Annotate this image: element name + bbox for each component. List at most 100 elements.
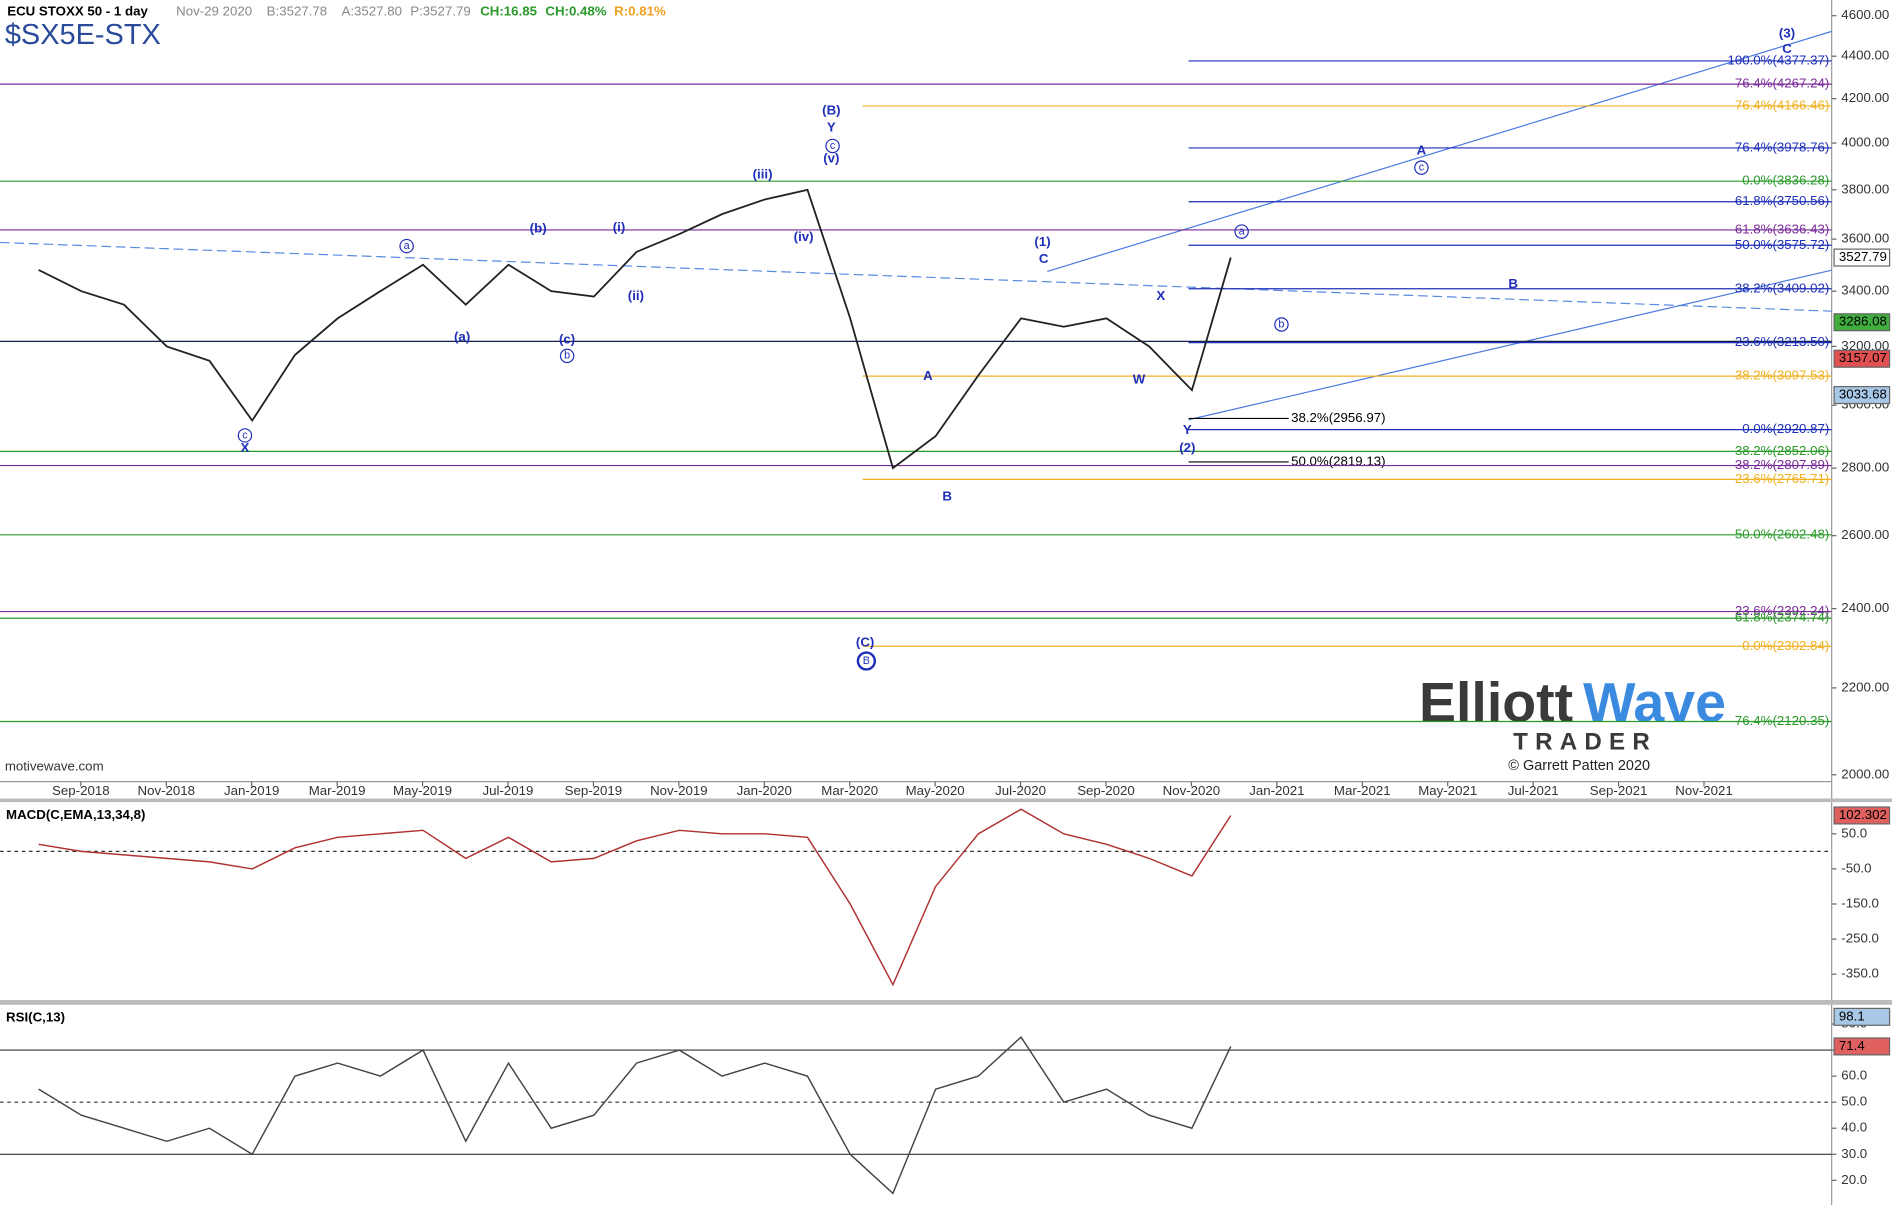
wave-label: a [1239, 225, 1246, 237]
trend-line [1188, 269, 1832, 421]
x-tick-label: Sep-2018 [52, 783, 110, 798]
y-tick-label: -350.0 [1841, 966, 1879, 981]
fib-label: 61.8%(2374.74) [1735, 610, 1829, 625]
wave-label: c [242, 429, 248, 441]
x-tick-label: Mar-2020 [821, 783, 878, 798]
y-tick-label: 50.0 [1841, 825, 1867, 840]
wave-circle [856, 651, 877, 671]
x-tick-label: Sep-2019 [565, 783, 623, 798]
header-price: P:3527.79 [410, 4, 471, 19]
wave-label: Y [827, 119, 836, 134]
y-tick-label: 4200.00 [1841, 90, 1889, 105]
y-tick-label: 4400.00 [1841, 48, 1889, 63]
copyright: © Garrett Patten 2020 [1508, 758, 1650, 774]
value-box [1833, 806, 1891, 825]
fib-label: 38.2%(2852.06) [1735, 443, 1829, 458]
header-ask: A:3527.80 [341, 4, 402, 19]
wave-label: (2) [1179, 440, 1195, 455]
fib-label: 0.0%(2920.87) [1742, 421, 1829, 436]
wave-label: W [1133, 371, 1146, 386]
y-tick-label: -150.0 [1841, 895, 1879, 910]
wave-label: B [863, 655, 870, 667]
x-tick-label: Jul-2019 [483, 783, 534, 798]
value-box [1833, 1007, 1891, 1026]
fib-label: 38.2%(3409.02) [1735, 280, 1829, 295]
fib-label: 100.0%(4377.37) [1727, 52, 1829, 67]
fib-label: 23.6%(2392.24) [1735, 603, 1829, 618]
x-tick-label: Sep-2021 [1590, 783, 1648, 798]
x-tick-label: Jul-2021 [1508, 783, 1559, 798]
value-box-label: 102.302 [1839, 807, 1887, 822]
wave-label: (iii) [753, 166, 773, 181]
price-line [38, 188, 1232, 470]
header-change: CH:16.85 [480, 4, 537, 19]
fib-label: 50.0%(2602.48) [1735, 526, 1829, 541]
logo-elliott: Elliott [1419, 671, 1573, 733]
fib-label: 76.4%(3978.76) [1735, 139, 1829, 154]
wave-label: (iv) [794, 229, 814, 244]
symbol: $SX5E-STX [5, 19, 161, 51]
fib-label: 23.6%(2765.71) [1735, 471, 1829, 486]
rsi-title: RSI(C,13) [6, 1010, 65, 1025]
wave-label: c [830, 140, 836, 152]
wave-circle [825, 138, 840, 154]
wave-label: b [1278, 318, 1284, 330]
rsi-line [38, 1035, 1232, 1195]
value-box-label: 98.1 [1839, 1008, 1865, 1023]
header-change-pct: CH:0.48% [545, 4, 606, 19]
y-tick-label: -250.0 [1841, 931, 1879, 946]
wave-circle [1234, 224, 1249, 239]
price-box-label: 3033.68 [1839, 387, 1887, 402]
panel-separator [0, 798, 1892, 803]
wave-label: (a) [454, 329, 470, 344]
y-tick-label: 4000.00 [1841, 135, 1889, 150]
wave-circle [1414, 160, 1429, 175]
y-tick-label: 50.0 [1841, 1094, 1867, 1109]
wave-label: B [942, 488, 952, 503]
fib-label: 50.0%(3575.72) [1735, 237, 1829, 252]
x-tick-label: Jan-2019 [224, 783, 279, 798]
wave-label: (1) [1034, 234, 1050, 249]
logo-wave: Wave [1583, 671, 1726, 733]
fib-label: 23.6%(3213.50) [1735, 334, 1829, 349]
x-tick-label: May-2021 [1418, 783, 1477, 798]
x-tick-label: Nov-2018 [138, 783, 196, 798]
wave-circle [559, 348, 575, 364]
wave-label: C [1039, 251, 1049, 266]
price-box-label: 3286.08 [1839, 314, 1887, 329]
price-box-label: 3157.07 [1839, 350, 1887, 365]
y-tick-label: 30.0 [1841, 1146, 1867, 1161]
fib-label: 50.0%(2819.13) [1291, 453, 1385, 468]
price-box [1833, 313, 1891, 332]
trend-line [0, 241, 1832, 312]
fib-label: 76.4%(4267.24) [1735, 76, 1829, 91]
y-tick-label: 3400.00 [1841, 283, 1889, 298]
x-tick-label: Jan-2020 [737, 783, 792, 798]
price-box [1833, 248, 1891, 267]
macd-title: MACD(C,EMA,13,34,8) [6, 807, 145, 822]
fib-label: 38.2%(3097.53) [1735, 368, 1829, 383]
wave-label: (i) [613, 219, 626, 234]
price-box-label: 3527.79 [1839, 249, 1887, 264]
x-tick-label: Mar-2021 [1334, 783, 1391, 798]
trend-line [1047, 30, 1832, 272]
header-title: ECU STOXX 50 - 1 day [7, 4, 148, 19]
y-tick-label: 2400.00 [1841, 600, 1889, 615]
wave-label: (c) [559, 332, 575, 347]
site: motivewave.com [5, 759, 104, 774]
wave-label: X [241, 440, 250, 455]
y-tick-label: 2000.00 [1841, 766, 1889, 781]
panel-separator [0, 999, 1892, 1005]
fib-label: 61.8%(3636.43) [1735, 221, 1829, 236]
wave-circle [1274, 317, 1289, 332]
wave-label: C [1782, 41, 1792, 56]
value-box-label: 71.4 [1839, 1038, 1865, 1053]
wave-label: (C) [856, 634, 874, 649]
y-tick-label: 2200.00 [1841, 679, 1889, 694]
x-tick-label: Jul-2020 [995, 783, 1046, 798]
x-tick-label: Mar-2019 [309, 783, 366, 798]
wave-circle [399, 238, 414, 254]
wave-label: A [923, 368, 933, 383]
